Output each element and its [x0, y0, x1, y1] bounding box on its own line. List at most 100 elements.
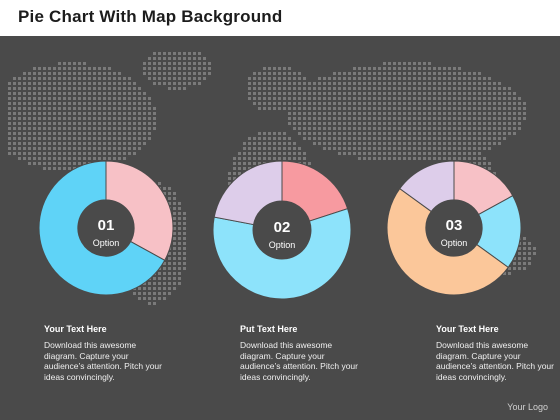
- map-dot: [238, 157, 241, 160]
- map-dot: [433, 132, 436, 135]
- map-dot: [113, 72, 116, 75]
- map-dot: [458, 92, 461, 95]
- map-dot: [508, 102, 511, 105]
- map-dot: [258, 87, 261, 90]
- map-dot: [158, 82, 161, 85]
- map-dot: [28, 122, 31, 125]
- map-dot: [418, 62, 421, 65]
- map-dot: [328, 82, 331, 85]
- map-dot: [323, 82, 326, 85]
- map-dot: [33, 92, 36, 95]
- map-dot: [483, 117, 486, 120]
- map-dot: [148, 107, 151, 110]
- map-dot: [128, 107, 131, 110]
- map-dot: [78, 107, 81, 110]
- map-dot: [388, 142, 391, 145]
- map-dot: [68, 157, 71, 160]
- map-dot: [98, 72, 101, 75]
- map-dot: [168, 292, 171, 295]
- map-dot: [28, 107, 31, 110]
- map-dot: [513, 117, 516, 120]
- map-dot: [433, 147, 436, 150]
- map-dot: [28, 112, 31, 115]
- map-dot: [123, 102, 126, 105]
- map-dot: [458, 87, 461, 90]
- map-dot: [173, 227, 176, 230]
- map-dot: [368, 72, 371, 75]
- map-dot: [33, 162, 36, 165]
- map-dot: [83, 112, 86, 115]
- map-dot: [243, 167, 246, 170]
- map-dot: [398, 62, 401, 65]
- map-dot: [73, 157, 76, 160]
- map-dot: [138, 107, 141, 110]
- map-dot: [148, 102, 151, 105]
- map-dot: [408, 97, 411, 100]
- map-dot: [83, 162, 86, 165]
- map-dot: [373, 82, 376, 85]
- map-dot: [453, 157, 456, 160]
- map-dot: [33, 67, 36, 70]
- map-dot: [73, 147, 76, 150]
- map-dot: [143, 102, 146, 105]
- map-dot: [343, 137, 346, 140]
- map-dot: [323, 77, 326, 80]
- map-dot: [68, 162, 71, 165]
- map-dot: [363, 112, 366, 115]
- map-dot: [418, 107, 421, 110]
- map-dot: [128, 77, 131, 80]
- map-dot: [273, 152, 276, 155]
- map-dot: [18, 92, 21, 95]
- map-dot: [33, 72, 36, 75]
- map-dot: [228, 177, 231, 180]
- map-dot: [83, 142, 86, 145]
- map-dot: [278, 72, 281, 75]
- map-dot: [53, 67, 56, 70]
- map-dot: [148, 302, 151, 305]
- map-dot: [388, 127, 391, 130]
- map-dot: [418, 102, 421, 105]
- map-dot: [358, 87, 361, 90]
- map-dot: [443, 112, 446, 115]
- map-dot: [243, 162, 246, 165]
- map-dot: [423, 112, 426, 115]
- map-dot: [93, 112, 96, 115]
- map-dot: [68, 87, 71, 90]
- map-dot: [513, 257, 516, 260]
- map-dot: [413, 72, 416, 75]
- map-dot: [138, 102, 141, 105]
- map-dot: [478, 117, 481, 120]
- map-dot: [373, 157, 376, 160]
- map-dot: [13, 102, 16, 105]
- map-dot: [133, 92, 136, 95]
- map-dot: [53, 102, 56, 105]
- map-dot: [388, 132, 391, 135]
- map-dot: [528, 252, 531, 255]
- map-dot: [88, 127, 91, 130]
- map-dot: [373, 97, 376, 100]
- map-dot: [498, 127, 501, 130]
- map-dot: [83, 92, 86, 95]
- map-dot: [183, 247, 186, 250]
- map-dot: [173, 242, 176, 245]
- map-dot: [153, 277, 156, 280]
- map-dot: [388, 137, 391, 140]
- map-dot: [33, 127, 36, 130]
- map-dot: [383, 117, 386, 120]
- map-dot: [488, 142, 491, 145]
- map-dot: [323, 137, 326, 140]
- map-dot: [48, 107, 51, 110]
- map-dot: [453, 152, 456, 155]
- map-dot: [23, 132, 26, 135]
- map-dot: [303, 107, 306, 110]
- map-dot: [338, 77, 341, 80]
- map-dot: [33, 77, 36, 80]
- map-dot: [473, 137, 476, 140]
- map-dot: [408, 112, 411, 115]
- map-dot: [78, 162, 81, 165]
- map-dot: [413, 107, 416, 110]
- map-dot: [383, 77, 386, 80]
- map-dot: [73, 97, 76, 100]
- map-dot: [328, 102, 331, 105]
